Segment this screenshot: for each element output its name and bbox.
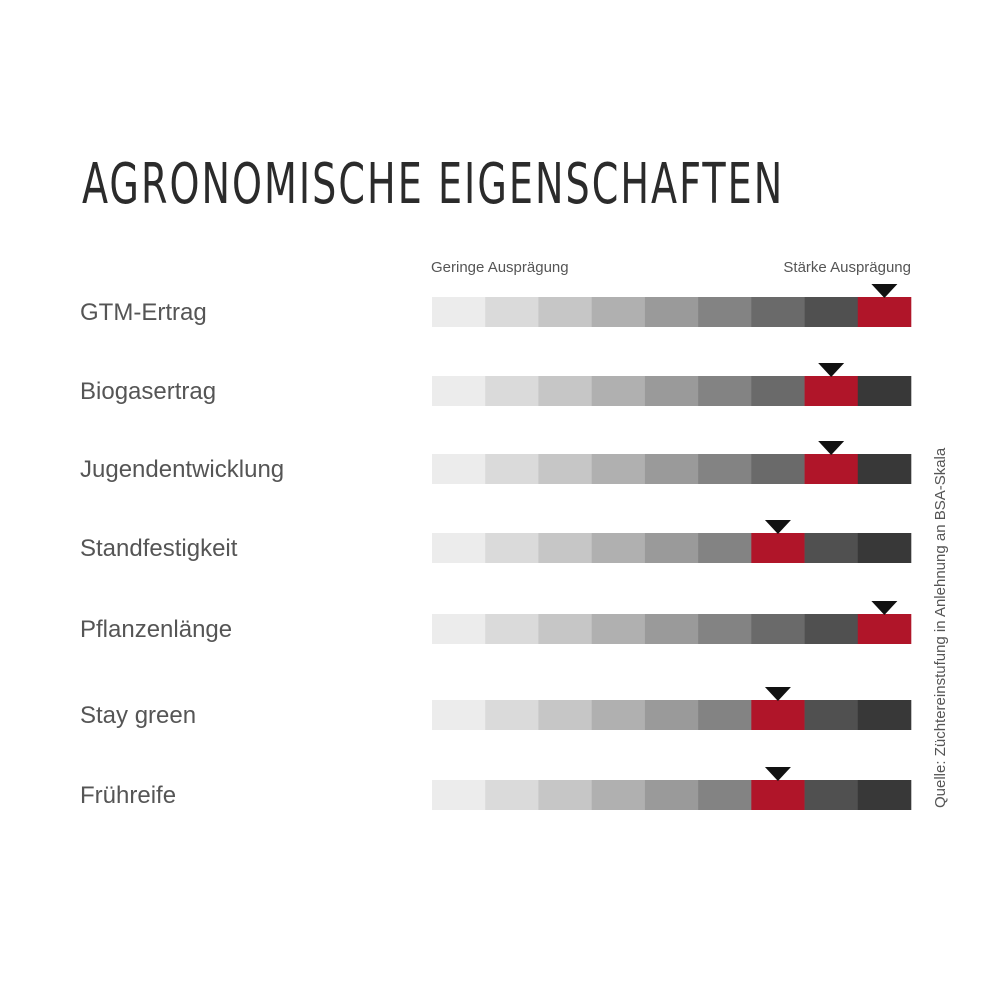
rating-segment [751,454,805,484]
rating-marker-icon [871,601,898,615]
rating-segment [432,376,486,406]
rating-segment [644,780,699,810]
rating-segment [698,297,752,327]
row-label: Biogasertrag [80,378,216,405]
rating-segment [698,700,752,730]
rating-segment [698,376,752,406]
rating-segment [644,297,699,327]
rating-segment [857,533,912,563]
rating-segment [538,700,592,730]
rating-segment [485,780,539,810]
rating-segment [432,700,486,730]
row-label: Pflanzenlänge [80,616,232,643]
rating-segment [857,376,912,406]
rating-segment-active [804,376,859,406]
rating-segment [644,533,699,563]
row-label: Jugendentwicklung [80,456,284,483]
rating-segment [591,533,646,563]
row-label: GTM-Ertrag [80,299,207,326]
rating-segment-active [751,533,805,563]
rating-row: Standfestigkeit [80,520,912,563]
rating-segment [591,297,646,327]
rating-segment [538,780,592,810]
rating-row: Frühreife [80,767,912,810]
rating-marker-icon [818,363,845,377]
rating-segment [751,297,805,327]
rating-segment [644,454,699,484]
rating-row: Stay green [80,687,912,730]
rating-segment [432,297,486,327]
rating-marker-icon [764,520,791,534]
rating-segment [538,533,592,563]
rating-segment [698,780,752,810]
rating-segment [591,376,646,406]
rating-marker-icon [764,767,791,781]
rating-segment [485,533,539,563]
rating-segment [644,700,699,730]
rating-row: Pflanzenlänge [80,601,912,644]
row-label: Standfestigkeit [80,535,238,562]
rating-segment-active [751,780,805,810]
rating-segment [698,454,752,484]
rating-segment [485,454,539,484]
rating-segment-active [857,614,912,644]
scale-low-label: Geringe Ausprägung [431,259,569,276]
rating-segment [644,376,699,406]
rating-segment [751,614,805,644]
rating-segment [432,614,486,644]
rating-segment [538,376,592,406]
rating-segment-active [804,454,859,484]
rating-segment [432,780,486,810]
row-label: Stay green [80,702,196,729]
rating-segment-active [857,297,912,327]
scale-high-label: Stärke Ausprägung [783,259,911,276]
rating-segment [538,614,592,644]
rating-segment [485,376,539,406]
rating-marker-icon [764,687,791,701]
rating-segment [804,780,859,810]
rating-segment [591,700,646,730]
rating-segment [591,614,646,644]
rating-segment [857,700,912,730]
rating-segment [804,297,859,327]
rating-segment [804,533,859,563]
rating-segment [804,700,859,730]
rating-marker-icon [871,284,898,298]
rating-segment [538,454,592,484]
rating-segment [751,376,805,406]
rating-marker-icon [818,441,845,455]
chart-title: AGRONOMISCHE EIGENSCHAFTEN [82,152,785,217]
rating-row: Jugendentwicklung [80,441,912,484]
rating-segment [432,454,486,484]
rating-segment [644,614,699,644]
rating-segment [432,533,486,563]
source-note: Quelle: Züchtereinstufung in Anlehnung a… [932,447,949,808]
rating-segment [698,533,752,563]
rating-segment [857,780,912,810]
rating-segment [485,614,539,644]
rating-segment [538,297,592,327]
rating-segment [804,614,859,644]
rating-row: Biogasertrag [80,363,912,406]
rating-segment [485,700,539,730]
rating-segment [698,614,752,644]
rating-segment [857,454,912,484]
rating-segment [591,454,646,484]
rating-segment-active [751,700,805,730]
row-label: Frühreife [80,782,176,809]
rating-segment [591,780,646,810]
rating-row: GTM-Ertrag [80,284,912,327]
rating-segment [485,297,539,327]
